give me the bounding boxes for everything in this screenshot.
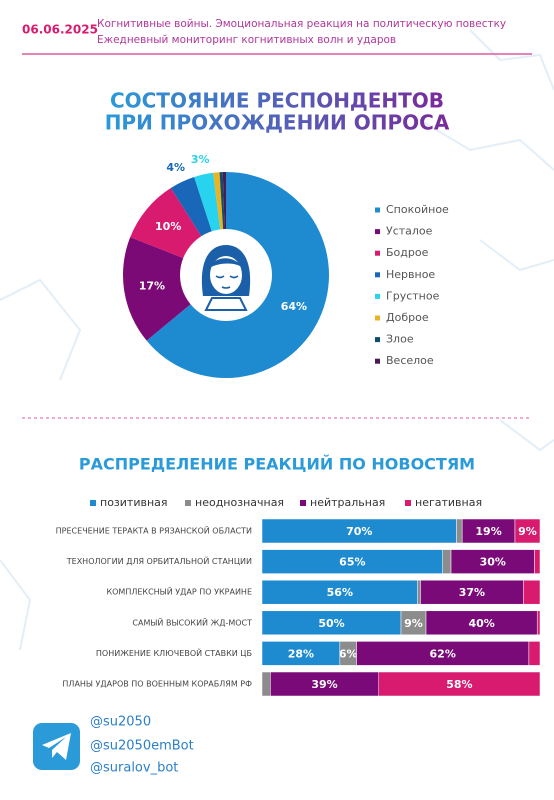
pie-slice xyxy=(130,188,203,259)
legend-swatch xyxy=(375,337,380,343)
segment-label: 58% xyxy=(446,678,472,691)
bar-segment xyxy=(456,518,463,544)
bar-segment xyxy=(261,549,443,574)
legend-swatch xyxy=(375,207,380,213)
bar-chart: позитивная неоднозначная нейтральная негати… xyxy=(56,496,541,697)
category-label: САМЫЙ ВЫСОКИЙ ЖД-МОСТ xyxy=(132,616,252,627)
handle[interactable]: @su2050 xyxy=(90,715,151,730)
segment-label: 70% xyxy=(346,525,372,538)
legend-label: Бодрое xyxy=(386,246,429,259)
bar-segment xyxy=(400,610,427,636)
bar-segment xyxy=(417,579,421,605)
bar-segment xyxy=(523,579,541,605)
category-label: ПРЕСЕЧЕНИЕ ТЕРАКТА В РЯЗАНСКОЙ ОБЛАСТИ xyxy=(56,525,252,536)
legend-label: Доброе xyxy=(386,311,429,324)
segment-label: 50% xyxy=(318,617,344,630)
pie-slice xyxy=(146,172,329,379)
handle[interactable]: @suralov_bot xyxy=(90,761,178,776)
header-line: Когнитивные войны. Эмоциональная реакция… xyxy=(97,18,506,30)
bar-segment xyxy=(261,518,457,544)
pie-slice xyxy=(194,172,221,234)
slice-label: 64% xyxy=(281,300,307,313)
slice-label: 17% xyxy=(139,280,165,293)
segment-label: 28% xyxy=(288,647,314,660)
bar-segment xyxy=(356,641,530,666)
segment-label: 19% xyxy=(475,525,501,538)
legend-swatch xyxy=(375,272,380,278)
segment-label: 40% xyxy=(468,617,494,630)
segment-label: 65% xyxy=(339,556,365,569)
legend-swatch xyxy=(375,293,380,299)
legend-swatch xyxy=(300,500,306,506)
segment-label: 9% xyxy=(404,617,423,630)
header-line: Ежедневный мониторинг когнитивных волн и… xyxy=(97,34,396,46)
legend-label: Веселое xyxy=(386,354,434,367)
bar-segment xyxy=(461,518,516,544)
legend-label: Грустное xyxy=(386,289,440,302)
bar-segment xyxy=(534,549,541,574)
pie-title: СОСТОЯНИЕ РЕСПОНДЕНТОВ xyxy=(110,89,444,113)
category-label: ТЕХНОЛОГИИ ДЛЯ ОРБИТАЛЬНОЙ СТАНЦИИ xyxy=(66,555,252,566)
legend-label: негативная xyxy=(415,496,482,509)
slice-label: 10% xyxy=(155,220,181,233)
bar-segment xyxy=(378,671,541,697)
legend-swatch xyxy=(375,315,380,321)
pie-slice xyxy=(170,177,213,238)
telegram-icon xyxy=(33,723,80,770)
legend-swatch xyxy=(375,358,380,364)
bar-segment xyxy=(261,641,341,666)
legend-swatch xyxy=(185,500,191,506)
pie-title: ПРИ ПРОХОЖДЕНИИ ОПРОСА xyxy=(105,111,450,135)
slice-label: 3% xyxy=(191,153,210,166)
pie-slice xyxy=(219,172,225,232)
segment-label: 30% xyxy=(480,556,506,569)
segment-label: 6% xyxy=(339,647,358,660)
bar-title: РАСПРЕДЕЛЕНИЕ РЕАКЦИЙ ПО НОВОСТЯМ xyxy=(79,455,475,474)
legend-label: Злое xyxy=(386,333,414,346)
legend-label: Усталое xyxy=(386,225,433,238)
segment-label: 62% xyxy=(430,647,456,660)
face-icon xyxy=(180,229,272,321)
legend-swatch xyxy=(405,500,411,506)
category-label: ПОНИЖЕНИЕ КЛЮЧЕВОЙ СТАВКИ ЦБ xyxy=(96,647,252,658)
slice-label: 4% xyxy=(166,161,185,174)
legend-label: позитивная xyxy=(100,496,168,509)
segment-label: 39% xyxy=(311,678,337,691)
background-network xyxy=(0,29,554,651)
bar-segment xyxy=(450,549,535,574)
legend-label: нейтральная xyxy=(310,496,385,509)
segment-label: 9% xyxy=(518,525,537,538)
date: 06.06.2025 xyxy=(22,23,98,37)
bar-segment xyxy=(261,610,402,636)
category-label: ПЛАНЫ УДАРОВ ПО ВОЕННЫМ КОРАБЛЯМ РФ xyxy=(62,680,252,689)
handle[interactable]: @su2050emBot xyxy=(90,739,194,754)
category-label: КОМПЛЕКСНЫЙ УДАР ПО УКРАИНЕ xyxy=(106,586,252,597)
bar-segment xyxy=(514,518,541,544)
segment-label: 37% xyxy=(459,586,485,599)
bar-segment xyxy=(420,579,524,605)
bar-segment xyxy=(270,671,380,697)
legend-label: Нервное xyxy=(386,268,435,281)
legend-swatch xyxy=(375,250,380,256)
pie-slice xyxy=(123,237,193,341)
legend-label: Спокойное xyxy=(386,203,449,216)
legend-swatch xyxy=(375,229,380,235)
bar-segment xyxy=(261,671,271,697)
segment-label: 56% xyxy=(327,586,353,599)
legend-swatch xyxy=(90,500,96,506)
pie-slice xyxy=(213,172,224,232)
bar-segment xyxy=(442,549,452,574)
pie-slice xyxy=(222,172,226,232)
pie-chart: 64% Спокойное 17% Усталое 10% Бодрое 4% Нервное… xyxy=(123,153,449,379)
bar-segment xyxy=(536,610,541,636)
bar-segment xyxy=(528,641,541,666)
legend-label: неоднозначная xyxy=(195,496,284,509)
